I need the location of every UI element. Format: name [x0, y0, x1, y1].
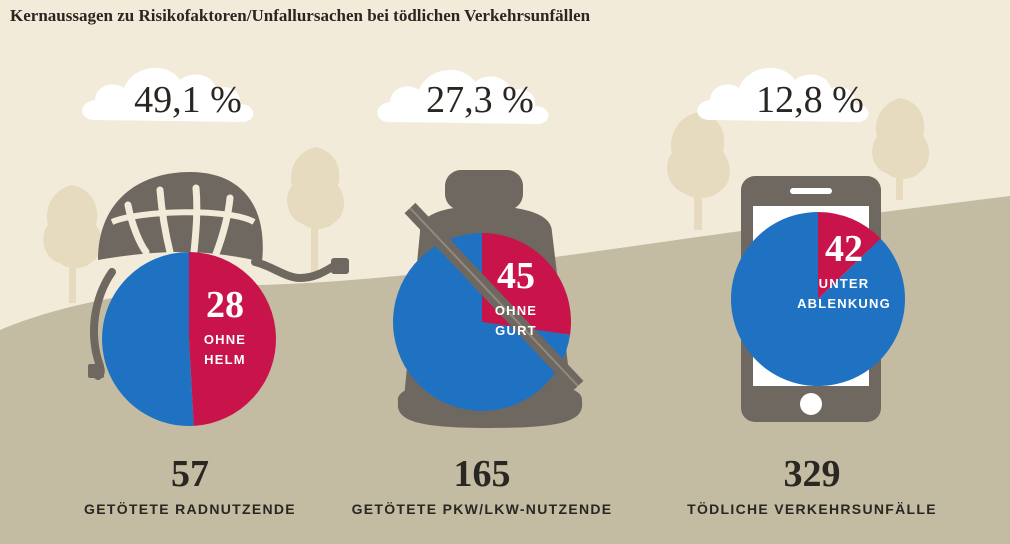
- percent-label: 12,8 %: [756, 79, 864, 121]
- tree-icon: [667, 112, 730, 230]
- slice-text-line: GURT: [495, 323, 537, 338]
- pie-slice-rest: [393, 233, 571, 411]
- total-value-label: 329: [783, 453, 841, 495]
- slice-text-line: OHNE: [494, 303, 538, 318]
- chart-caption: TÖDLICHE VERKEHRSUNFÄLLE: [687, 501, 937, 517]
- seat-belt-icon: [404, 202, 584, 392]
- chart-title: Kernaussagen zu Risikofaktoren/Unfallurs…: [10, 6, 591, 25]
- tree-icon: [43, 185, 102, 303]
- percent-label: 27,3 %: [426, 79, 534, 121]
- slice-text-line: OHNE: [203, 332, 247, 347]
- slice-value-label: 45: [497, 255, 535, 297]
- pie-slice-share: [818, 212, 881, 299]
- pie-slice-share: [189, 252, 277, 426]
- slice-text-line: ABLENKUNG: [797, 296, 891, 311]
- tree-icon: [872, 98, 930, 200]
- chart-caption: GETÖTETE PKW/LKW-NUTZENDE: [351, 501, 613, 517]
- bicycle-helmet-icon: [88, 172, 349, 380]
- chart-caption: GETÖTETE RADNUTZENDE: [84, 501, 296, 517]
- cloud-icon: [697, 67, 869, 122]
- slice-value-label: 42: [825, 228, 863, 270]
- pie-slice-rest: [102, 251, 194, 426]
- cloud-icon: [82, 67, 254, 122]
- slice-value-label: 28: [206, 284, 244, 326]
- percent-label: 49,1 %: [134, 79, 242, 121]
- cloud-icon: [377, 69, 549, 124]
- total-value-label: 165: [453, 453, 511, 495]
- tree-icon: [287, 147, 345, 272]
- slice-text-label: OHNE GURT: [446, 301, 586, 341]
- total-value-label: 57: [171, 453, 209, 495]
- slice-text-label: OHNE HELM: [155, 330, 295, 370]
- slice-text-line: UNTER: [818, 276, 870, 291]
- slice-text-line: HELM: [204, 352, 246, 367]
- slice-text-label: UNTER ABLENKUNG: [774, 274, 914, 314]
